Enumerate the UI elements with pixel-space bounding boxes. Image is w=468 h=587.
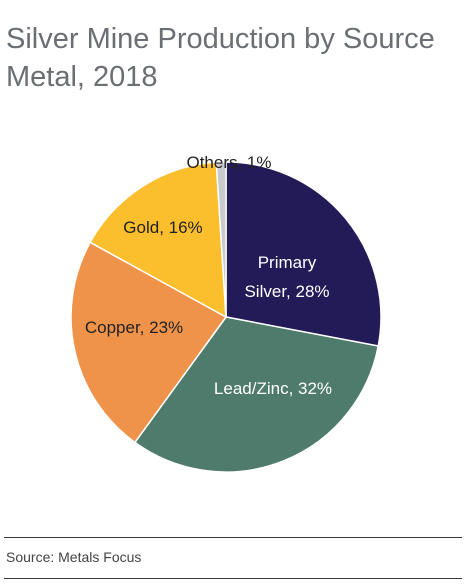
pie-label-copper: Copper, 23% bbox=[85, 318, 183, 337]
pie-slice-primary-silver bbox=[225, 161, 382, 347]
pie-label-line: Others, 1% bbox=[186, 153, 271, 172]
pie-slice-copper bbox=[70, 241, 228, 444]
footer-bottom-rule bbox=[4, 578, 462, 579]
pie-label-line: Copper, 23% bbox=[85, 318, 183, 337]
chart-title-line-1: Silver Mine Production by Source bbox=[6, 23, 435, 55]
source-note: Source: Metals Focus bbox=[6, 549, 142, 565]
footer-top-rule bbox=[4, 537, 462, 538]
pie-label-primary-silver: Primary Silver, 28% bbox=[244, 253, 329, 301]
chart-title: Silver Mine Production by Source Metal, … bbox=[6, 20, 456, 96]
pie-label-line: Silver, 28% bbox=[244, 282, 329, 301]
pie-label-line: Primary bbox=[258, 253, 317, 272]
pie-label-lead-zinc: Lead/Zinc, 32% bbox=[214, 379, 332, 398]
pie-slice-lead-zinc bbox=[133, 316, 380, 473]
pie-labels: Primary Silver, 28% Lead/Zinc, 32% Copper, … bbox=[85, 153, 332, 398]
pie-label-line: Lead/Zinc, 32% bbox=[214, 379, 332, 398]
pie-label-gold: Gold, 16% bbox=[123, 218, 202, 237]
pie-label-others: Others, 1% bbox=[186, 153, 271, 172]
pie-slice-others bbox=[215, 161, 227, 318]
chart-title-line-2: Metal, 2018 bbox=[6, 61, 158, 93]
pie-slices bbox=[70, 161, 382, 473]
pie-slice-gold bbox=[89, 161, 227, 319]
pie-label-line: Gold, 16% bbox=[123, 218, 202, 237]
